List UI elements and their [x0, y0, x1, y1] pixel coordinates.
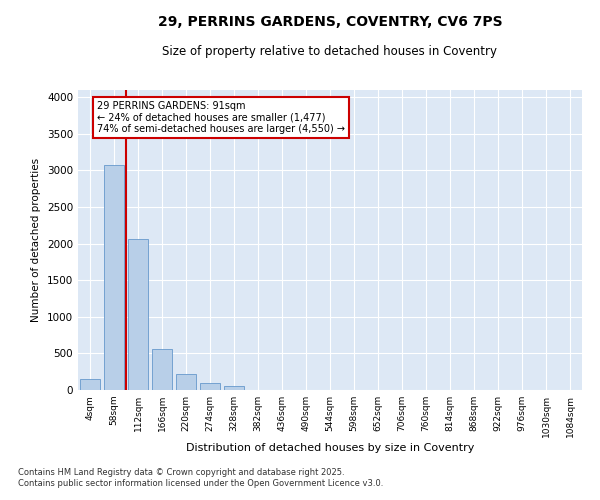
Text: Contains HM Land Registry data © Crown copyright and database right 2025.
Contai: Contains HM Land Registry data © Crown c… — [18, 468, 383, 487]
X-axis label: Distribution of detached houses by size in Coventry: Distribution of detached houses by size … — [186, 442, 474, 452]
Bar — [224, 386, 244, 390]
Text: 29, PERRINS GARDENS, COVENTRY, CV6 7PS: 29, PERRINS GARDENS, COVENTRY, CV6 7PS — [158, 15, 502, 29]
Y-axis label: Number of detached properties: Number of detached properties — [31, 158, 41, 322]
Bar — [104, 164, 124, 390]
Text: 29 PERRINS GARDENS: 91sqm
← 24% of detached houses are smaller (1,477)
74% of se: 29 PERRINS GARDENS: 91sqm ← 24% of detac… — [97, 101, 345, 134]
Bar — [200, 384, 220, 390]
Bar — [152, 349, 172, 390]
Bar — [80, 379, 100, 390]
Text: Size of property relative to detached houses in Coventry: Size of property relative to detached ho… — [163, 45, 497, 58]
Bar — [128, 240, 148, 390]
Bar — [176, 374, 196, 390]
